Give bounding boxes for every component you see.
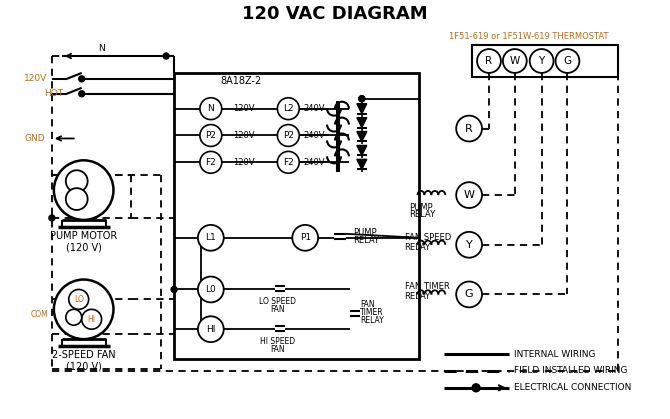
Text: RELAY: RELAY [405,292,431,301]
Bar [174,73,419,359]
Circle shape [277,98,299,119]
Circle shape [277,151,299,173]
Text: 240V: 240V [304,104,325,113]
Text: W: W [510,56,520,66]
Text: RELAY: RELAY [409,210,436,220]
Text: TIMER: TIMER [360,308,383,317]
Text: PUMP MOTOR
(120 V): PUMP MOTOR (120 V) [50,231,117,253]
Text: F2: F2 [206,158,216,167]
Circle shape [472,384,480,392]
Text: G: G [563,56,572,66]
Text: HI SPEED: HI SPEED [260,336,295,346]
Text: 2-SPEED FAN
(120 V): 2-SPEED FAN (120 V) [52,350,115,372]
Text: 120V: 120V [232,131,254,140]
Text: 120V: 120V [232,104,254,113]
Polygon shape [357,104,366,114]
Circle shape [456,282,482,308]
Text: LO: LO [74,295,84,304]
Circle shape [292,225,318,251]
Text: P2: P2 [283,131,294,140]
Text: FAN: FAN [270,344,285,354]
Text: G: G [465,290,474,300]
Text: RELAY: RELAY [405,243,431,252]
Text: HI: HI [88,315,96,324]
Circle shape [78,91,84,97]
Text: HOT: HOT [44,89,63,98]
Text: 120V: 120V [24,74,48,83]
Text: PUMP: PUMP [409,202,433,212]
Text: Y: Y [466,240,472,250]
Text: 240V: 240V [304,158,325,167]
Polygon shape [357,132,366,142]
Circle shape [200,151,222,173]
Text: N: N [98,44,105,52]
Text: PUMP: PUMP [353,228,377,237]
Text: LO SPEED: LO SPEED [259,297,296,306]
Circle shape [54,279,113,339]
Circle shape [200,98,222,119]
Text: 1F51-619 or 1F51W-619 THERMOSTAT: 1F51-619 or 1F51W-619 THERMOSTAT [449,32,608,41]
Circle shape [82,309,102,329]
Text: GND: GND [24,134,45,143]
Circle shape [503,49,527,73]
Circle shape [277,124,299,146]
Text: FAN: FAN [360,300,375,309]
Text: F2: F2 [283,158,293,167]
Text: FIELD INSTALLED WIRING: FIELD INSTALLED WIRING [514,367,627,375]
Circle shape [49,215,55,221]
Bar [472,45,618,77]
Text: RELAY: RELAY [360,316,384,325]
Text: ELECTRICAL CONNECTION: ELECTRICAL CONNECTION [514,383,631,392]
Circle shape [530,49,553,73]
Circle shape [456,232,482,258]
Circle shape [66,188,88,210]
Text: FAN TIMER: FAN TIMER [405,282,450,291]
Text: RELAY: RELAY [353,236,379,245]
Circle shape [555,49,580,73]
Polygon shape [357,118,366,127]
Text: L2: L2 [283,104,293,113]
Text: R: R [485,56,492,66]
Circle shape [171,287,177,292]
Text: HI: HI [206,325,216,334]
Text: COM: COM [30,310,48,319]
Circle shape [198,277,224,303]
Circle shape [359,96,364,102]
Text: 120 VAC DIAGRAM: 120 VAC DIAGRAM [242,5,428,23]
Polygon shape [357,159,366,169]
Text: FAN SPEED: FAN SPEED [405,233,451,242]
Circle shape [198,225,224,251]
Text: L1: L1 [206,233,216,242]
Circle shape [200,124,222,146]
Polygon shape [357,145,366,155]
Circle shape [456,116,482,142]
Text: P1: P1 [299,233,311,242]
Circle shape [54,160,113,220]
Circle shape [66,170,88,192]
Circle shape [66,309,82,325]
Circle shape [163,53,169,59]
Circle shape [78,76,84,82]
Circle shape [359,96,364,102]
Text: N: N [208,104,214,113]
Text: INTERNAL WIRING: INTERNAL WIRING [514,349,596,359]
Text: W: W [464,190,474,200]
Text: 240V: 240V [304,131,325,140]
Text: R: R [465,124,473,134]
Text: FAN: FAN [270,305,285,314]
Text: Y: Y [539,56,545,66]
Text: P2: P2 [205,131,216,140]
Circle shape [456,182,482,208]
Text: 8A18Z-2: 8A18Z-2 [220,76,262,86]
Text: 120V: 120V [232,158,254,167]
Circle shape [69,290,88,309]
Text: L0: L0 [206,285,216,294]
Circle shape [198,316,224,342]
Circle shape [477,49,501,73]
